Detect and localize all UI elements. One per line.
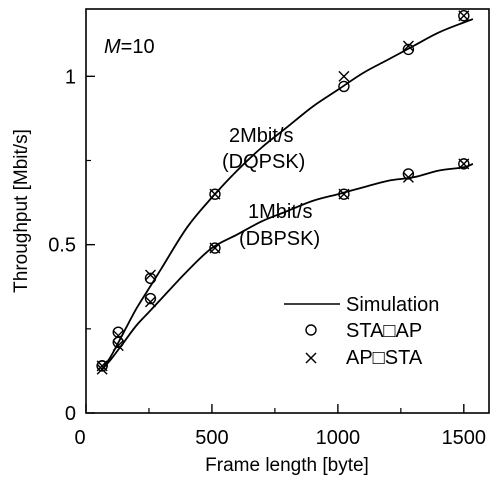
data-markers [96, 10, 470, 375]
ap-sta-point [402, 40, 414, 52]
sta-ap-point [144, 292, 157, 305]
y-axis-label: Throughput [Mbit/s] [11, 129, 32, 293]
x-axis-label: Frame length [byte] [205, 455, 369, 476]
sta-ap-point [209, 242, 221, 254]
sta-ap-point [96, 360, 108, 372]
sta-ap-point [458, 158, 470, 170]
ap-sta-point [144, 296, 156, 308]
legend-label-simulation: Simulation [346, 294, 439, 316]
sta-ap-point [144, 272, 157, 285]
sta-ap-point [402, 43, 415, 56]
series-2mbit-label-rate: 2Mbit/s [229, 125, 293, 147]
ap-sta-point [458, 10, 470, 22]
sta-ap-point [112, 336, 124, 348]
ap-sta-point [96, 363, 108, 375]
series-2mbit-label-mod: (DQPSK) [222, 151, 305, 173]
simulation-curve-series-1 [101, 18, 474, 370]
ap-sta-point [209, 242, 221, 254]
legend-label-ap-sta: AP□STA [346, 347, 423, 369]
legend-label-sta-ap: STA□AP [346, 320, 422, 342]
x-tick-label: 500 [195, 427, 228, 449]
ap-sta-point [209, 188, 221, 200]
sta-ap-point [209, 188, 221, 200]
sta-ap-point [402, 168, 415, 180]
axis-ticks: 0 500 1000 1500 0 0.5 1 [48, 66, 486, 449]
y-tick-label: 0 [65, 403, 76, 425]
x-tick-label: 1000 [316, 427, 361, 449]
series-1mbit-label-rate: 1Mbit/s [248, 201, 312, 223]
simulation-curves [101, 18, 474, 370]
x-tick-label: 0 [74, 427, 85, 449]
parameter-symbol: M [104, 36, 121, 58]
x-tick-label: 1500 [442, 427, 487, 449]
plot-frame [85, 8, 490, 414]
parameter-value: =10 [121, 36, 155, 58]
sta-ap-point [338, 188, 350, 200]
ap-sta-point [338, 70, 350, 82]
series-1mbit-label-mod: (DBPSK) [239, 228, 320, 250]
ap-sta-point [144, 269, 156, 281]
sta-ap-point [458, 10, 470, 22]
legend-cross-marker [305, 352, 317, 364]
ap-sta-point [112, 340, 124, 352]
y-tick-label: 1 [65, 66, 76, 88]
simulation-curve-series-2 [101, 163, 474, 370]
sta-ap-point [338, 80, 350, 93]
ap-sta-point [458, 158, 470, 170]
legend: Simulation STA□AP AP□STA [284, 294, 439, 369]
y-tick-label: 0.5 [48, 235, 76, 257]
ap-sta-point [338, 188, 350, 200]
ap-sta-point [402, 171, 414, 183]
parameter-label: M=10 [104, 36, 155, 58]
legend-circle-marker [305, 324, 317, 336]
